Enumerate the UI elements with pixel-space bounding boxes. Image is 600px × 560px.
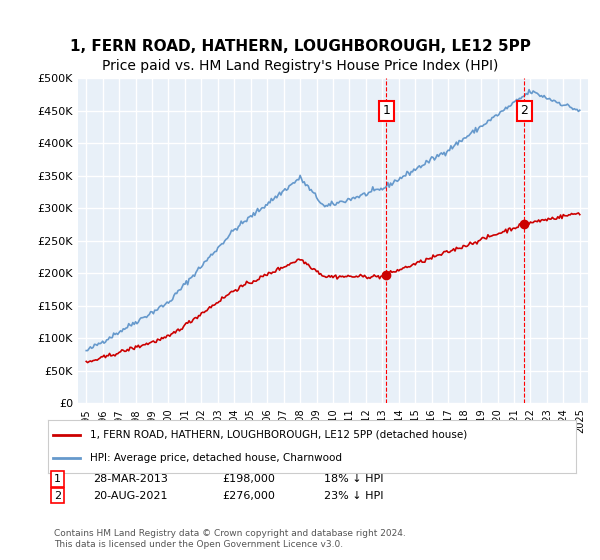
Text: 2: 2 bbox=[54, 491, 61, 501]
Text: 1: 1 bbox=[382, 104, 390, 118]
Text: 1, FERN ROAD, HATHERN, LOUGHBOROUGH, LE12 5PP: 1, FERN ROAD, HATHERN, LOUGHBOROUGH, LE1… bbox=[70, 39, 530, 54]
Text: 2: 2 bbox=[520, 104, 528, 118]
Text: 18% ↓ HPI: 18% ↓ HPI bbox=[324, 474, 383, 484]
Text: £276,000: £276,000 bbox=[222, 491, 275, 501]
Text: Price paid vs. HM Land Registry's House Price Index (HPI): Price paid vs. HM Land Registry's House … bbox=[102, 59, 498, 73]
Text: 20-AUG-2021: 20-AUG-2021 bbox=[93, 491, 167, 501]
Text: HPI: Average price, detached house, Charnwood: HPI: Average price, detached house, Char… bbox=[90, 453, 342, 463]
Text: 1: 1 bbox=[54, 474, 61, 484]
Text: 28-MAR-2013: 28-MAR-2013 bbox=[93, 474, 168, 484]
Text: £198,000: £198,000 bbox=[222, 474, 275, 484]
Text: 23% ↓ HPI: 23% ↓ HPI bbox=[324, 491, 383, 501]
Text: Contains HM Land Registry data © Crown copyright and database right 2024.
This d: Contains HM Land Registry data © Crown c… bbox=[54, 529, 406, 549]
Text: 1, FERN ROAD, HATHERN, LOUGHBOROUGH, LE12 5PP (detached house): 1, FERN ROAD, HATHERN, LOUGHBOROUGH, LE1… bbox=[90, 430, 467, 440]
